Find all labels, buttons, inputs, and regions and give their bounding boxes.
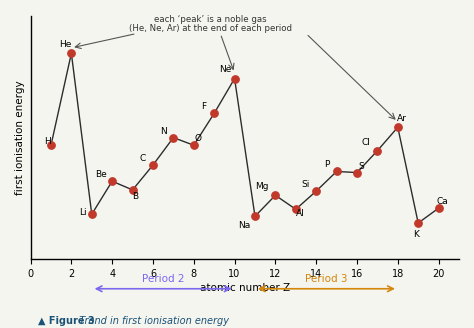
Text: Li: Li — [79, 208, 86, 216]
Text: Period 2: Period 2 — [142, 274, 184, 284]
Point — [333, 169, 340, 174]
Point — [88, 212, 96, 217]
Text: Ca: Ca — [437, 197, 448, 206]
Point — [149, 162, 157, 168]
Y-axis label: first ionisation energy: first ionisation energy — [15, 80, 25, 195]
Point — [109, 178, 116, 184]
Text: C: C — [140, 154, 146, 163]
Point — [190, 143, 198, 148]
Point — [170, 135, 177, 140]
Text: He: He — [59, 40, 72, 49]
Point — [394, 125, 401, 130]
Text: B: B — [133, 192, 139, 201]
Text: Trend in first ionisation energy: Trend in first ionisation energy — [73, 317, 229, 326]
Text: each ‘peak’ is a noble gas: each ‘peak’ is a noble gas — [154, 15, 266, 24]
Point — [272, 193, 279, 198]
Point — [435, 206, 442, 211]
Point — [68, 51, 75, 56]
Text: Cl: Cl — [362, 137, 371, 147]
Text: (He, Ne, Ar) at the end of each period: (He, Ne, Ar) at the end of each period — [128, 25, 292, 33]
Text: K: K — [413, 231, 419, 239]
Text: Period 3: Period 3 — [305, 274, 347, 284]
Text: S: S — [358, 161, 364, 171]
Point — [129, 187, 137, 193]
Text: Na: Na — [237, 220, 250, 230]
Text: Si: Si — [302, 180, 310, 189]
Point — [374, 148, 381, 154]
Text: P: P — [324, 160, 329, 170]
X-axis label: atomic number Z: atomic number Z — [200, 283, 290, 293]
Point — [231, 76, 238, 81]
Text: ▲ Figure 3: ▲ Figure 3 — [38, 317, 94, 326]
Point — [353, 170, 361, 175]
Point — [312, 189, 320, 194]
Text: F: F — [201, 102, 207, 111]
Point — [292, 207, 300, 212]
Text: Be: Be — [95, 170, 107, 179]
Point — [210, 111, 218, 116]
Point — [47, 143, 55, 148]
Text: Ar: Ar — [397, 114, 407, 123]
Text: O: O — [194, 134, 201, 143]
Text: N: N — [160, 127, 166, 135]
Text: H: H — [45, 136, 51, 146]
Point — [414, 220, 422, 226]
Point — [251, 214, 259, 219]
Text: Mg: Mg — [255, 182, 269, 191]
Text: Ne: Ne — [219, 65, 232, 74]
Text: Al: Al — [295, 209, 304, 218]
